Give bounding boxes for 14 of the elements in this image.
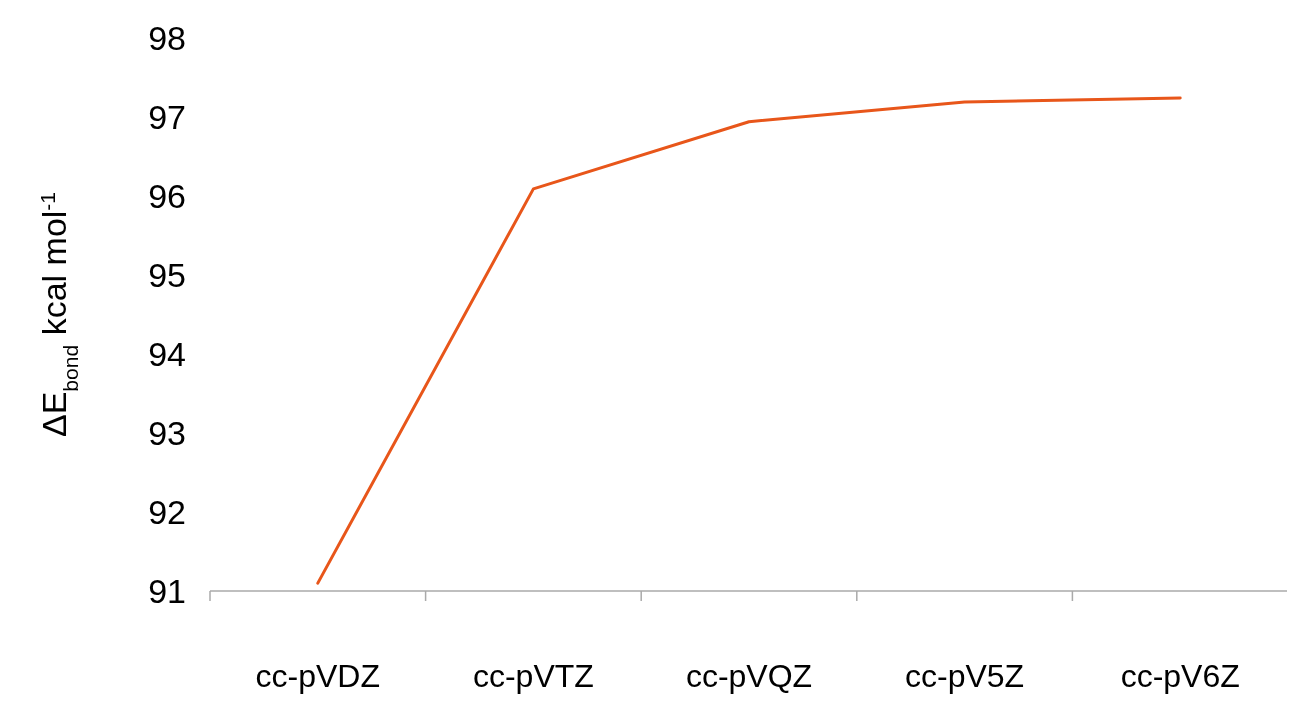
y-tick-label: 98 (148, 18, 186, 57)
x-tick-label: cc-pV5Z (905, 658, 1025, 694)
y-tick-label: 94 (148, 334, 186, 373)
x-tick-label: cc-pVQZ (685, 658, 813, 694)
y-tick-label: 91 (148, 571, 186, 610)
y-tick-label: 93 (148, 413, 186, 452)
x-tick-label: cc-pV6Z (1120, 658, 1240, 694)
x-tick-label: cc-pVTZ (472, 658, 594, 694)
line-series (316, 96, 1182, 585)
y-tick-label: 95 (148, 255, 186, 294)
x-tick-label: cc-pVDZ (255, 658, 381, 694)
y-tick-label: 96 (148, 176, 186, 215)
y-tick-label: 97 (148, 97, 186, 136)
y-tick-label: 92 (148, 492, 186, 531)
